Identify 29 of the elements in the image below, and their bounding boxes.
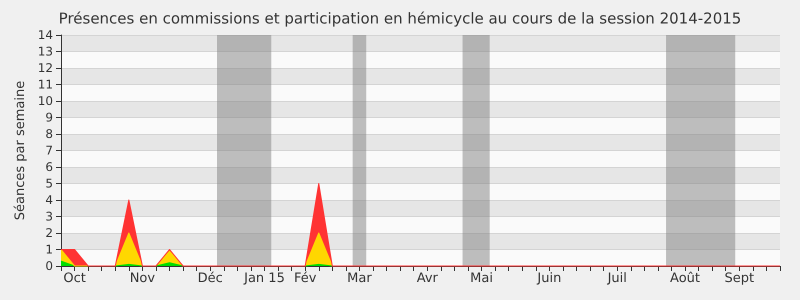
y-axis-title: Séances par semaine [12,80,28,220]
x-tick-label: Jan 15 [243,271,285,286]
y-tick-label: 9 [45,110,53,124]
x-tick-label: Juil [606,271,627,286]
x-tick-label: Juin [536,271,562,286]
x-tick-label: Août [670,271,700,286]
y-tick-label: 5 [45,176,53,190]
y-tick-label: 6 [45,160,53,174]
chart-title: Présences en commissions et participation en hémicycle au cours de la session 2014-2015 [58,10,742,28]
y-tick-label: 13 [38,44,53,58]
y-tick-label: 0 [45,259,53,273]
y-tick-label: 12 [38,61,53,75]
x-tick-label: Déc [198,271,223,286]
y-tick-label: 4 [45,193,53,207]
y-tick-label: 8 [45,127,53,141]
y-tick-label: 14 [38,28,53,42]
y-tick-label: 3 [45,210,53,224]
x-tick-label: Mar [347,271,372,286]
x-tick-label: Fév [294,271,317,286]
x-tick-label: Oct [63,271,86,286]
x-tick-label: Avr [416,271,439,286]
x-tick-label: Nov [130,271,156,286]
x-tick-label: Sept [724,271,754,286]
y-tick-label: 2 [45,226,53,240]
x-tick-label: Mai [470,271,493,286]
y-tick-label: 11 [38,78,53,92]
y-tick-label: 7 [45,144,53,158]
y-tick-label: 10 [38,94,53,108]
y-tick-label: 1 [45,242,53,256]
